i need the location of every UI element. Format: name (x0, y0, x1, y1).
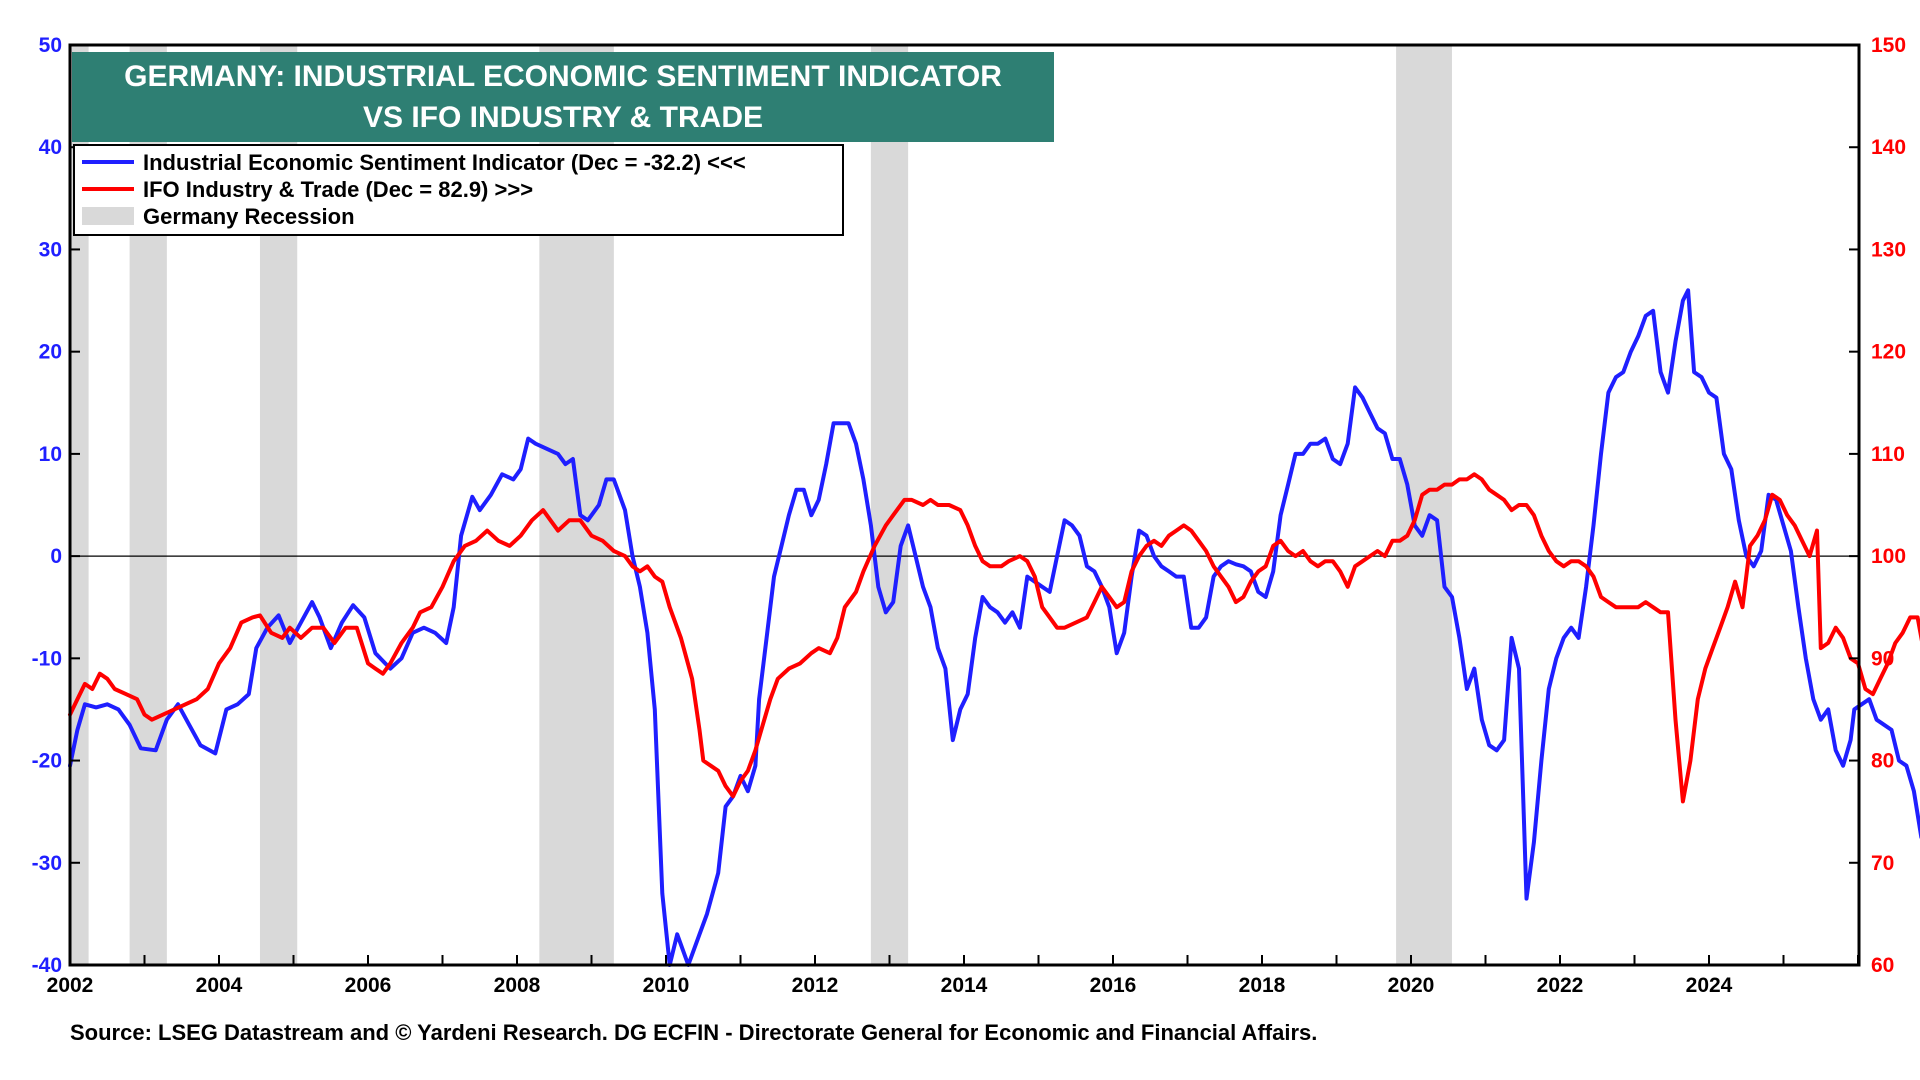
axes: 50403020100-10-20-30-4015014013012011010… (32, 34, 1906, 997)
right-tick-label: 110 (1871, 443, 1905, 466)
x-tick-label: 2016 (1090, 974, 1137, 997)
legend-label-ifo: IFO Industry & Trade (Dec = 82.9) >>> (143, 177, 533, 202)
x-tick-label: 2002 (47, 974, 94, 997)
left-tick-label: -40 (32, 954, 62, 977)
left-tick-label: 40 (39, 136, 62, 159)
chart-subtitle: VS IFO INDUSTRY & TRADE (363, 101, 763, 134)
left-tick-label: 30 (39, 238, 62, 261)
x-tick-label: 2006 (345, 974, 392, 997)
recession-band-5 (1396, 45, 1452, 965)
x-tick-label: 2022 (1537, 974, 1584, 997)
x-tick-label: 2008 (494, 974, 541, 997)
series-lines (68, 288, 1920, 967)
right-tick-label: 150 (1871, 34, 1906, 57)
x-tick-label: 2014 (941, 974, 988, 997)
left-tick-label: -20 (32, 750, 62, 773)
x-tick-label: 2020 (1388, 974, 1435, 997)
title-background (72, 52, 1054, 142)
right-tick-label: 60 (1871, 954, 1894, 977)
x-tick-label: 2004 (196, 974, 243, 997)
x-tick-label: 2024 (1686, 974, 1733, 997)
legend-box (73, 144, 844, 236)
x-tick-label: 2010 (643, 974, 690, 997)
left-tick-label: -10 (32, 647, 62, 670)
right-tick-label: 140 (1871, 136, 1906, 159)
right-tick-label: 120 (1871, 341, 1906, 364)
x-tick-label: 2018 (1239, 974, 1286, 997)
left-tick-label: -30 (32, 852, 62, 875)
left-tick-label: 0 (50, 545, 62, 568)
chart-title: GERMANY: INDUSTRIAL ECONOMIC SENTIMENT I… (124, 60, 1002, 93)
legend-label-recession: Germany Recession (143, 204, 355, 229)
x-tick-label: 2012 (792, 974, 839, 997)
right-tick-label: 130 (1871, 238, 1906, 261)
legend-label-ies: Industrial Economic Sentiment Indicator … (143, 150, 746, 175)
series-line-ifo (68, 472, 1920, 804)
left-tick-label: 10 (39, 443, 62, 466)
right-tick-label: 80 (1871, 750, 1894, 773)
right-tick-label: 70 (1871, 852, 1894, 875)
right-tick-label: 90 (1871, 647, 1894, 670)
series-line-ies (68, 288, 1920, 967)
left-tick-label: 50 (39, 34, 62, 57)
title-box: GERMANY: INDUSTRIAL ECONOMIC SENTIMENT I… (72, 52, 1054, 142)
left-tick-label: 20 (39, 341, 62, 364)
legend-swatch-recession (82, 207, 134, 225)
legend: Industrial Economic Sentiment Indicator … (73, 144, 844, 236)
right-tick-label: 100 (1871, 545, 1906, 568)
source-note: Source: LSEG Datastream and © Yardeni Re… (70, 1020, 1317, 1045)
